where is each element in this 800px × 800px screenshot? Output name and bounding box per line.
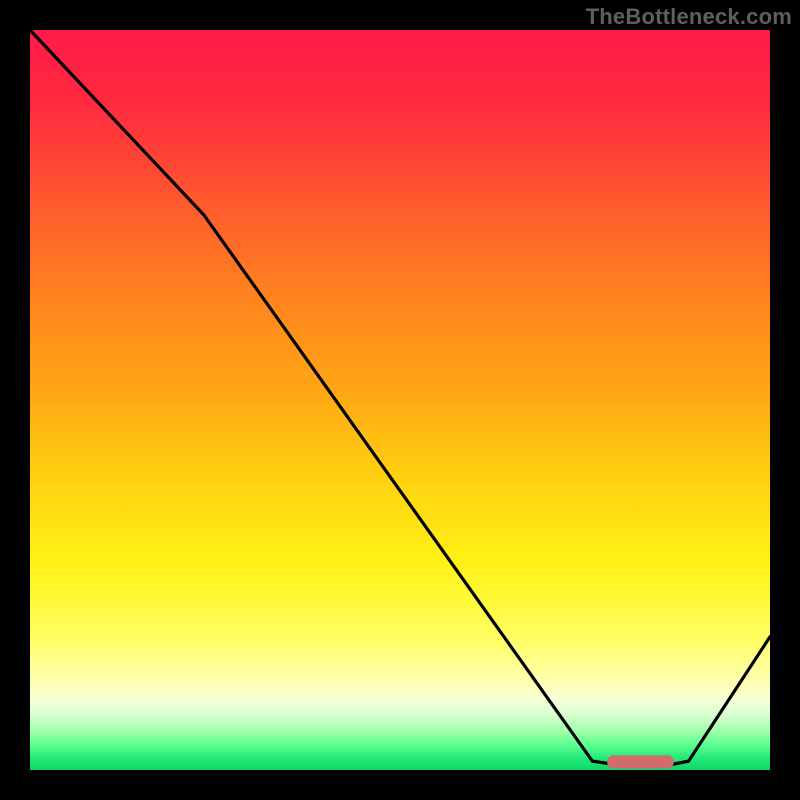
chart-gradient-background [30, 30, 770, 770]
bottleneck-chart [0, 0, 800, 800]
watermark-text: TheBottleneck.com [586, 4, 792, 30]
chart-container: { "watermark": { "text": "TheBottleneck.… [0, 0, 800, 800]
optimal-marker [607, 755, 674, 768]
